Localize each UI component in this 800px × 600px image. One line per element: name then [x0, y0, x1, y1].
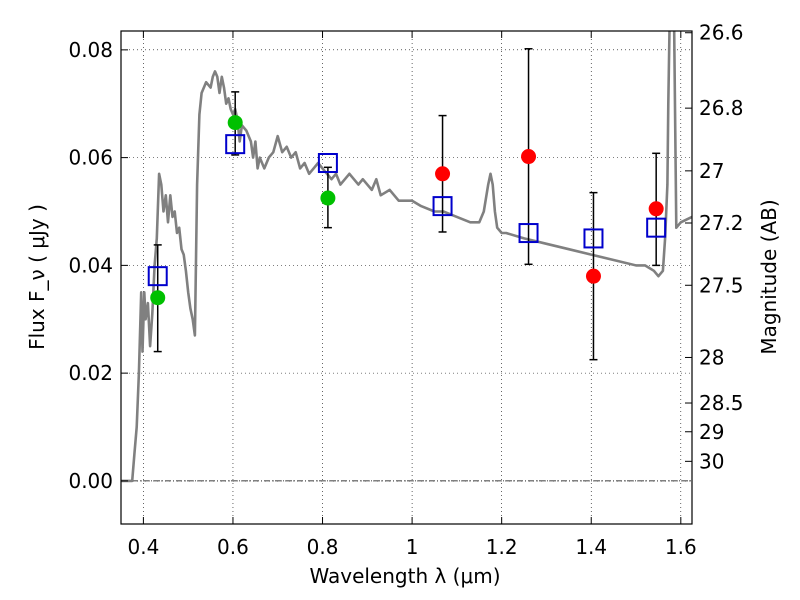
y-tick-label: 0.00: [68, 469, 113, 493]
right-tick-label: 26.6: [699, 21, 744, 45]
model-point: [646, 217, 667, 238]
y-tick-label: 0.06: [68, 146, 113, 170]
right-tick-label: 30: [699, 449, 724, 473]
right-tick-label: 28.5: [699, 391, 744, 415]
undetected-point: [435, 166, 451, 182]
model-point: [583, 228, 604, 249]
model-point: [317, 153, 338, 174]
x-tick-label: 1.4: [575, 535, 607, 559]
template-spectrum-line: [121, 31, 692, 483]
x-tick-label: 1: [406, 535, 419, 559]
right-tick-label: 28: [699, 345, 724, 369]
undetected-point: [648, 201, 664, 217]
x-tick-label: 1.2: [486, 535, 518, 559]
series-model: [147, 134, 667, 287]
series-undetected: [435, 149, 664, 284]
right-tick-label: 27: [699, 159, 724, 183]
right-tick-label: 27.2: [699, 211, 744, 235]
y-tick-label: 0.08: [68, 38, 113, 62]
model-point: [432, 196, 453, 217]
model-point: [147, 266, 168, 287]
x-tick-label: 0.8: [307, 535, 339, 559]
error-bars: [153, 48, 661, 361]
y-axis-label: Flux F_ν ( μJy ): [25, 204, 49, 350]
series-detected: [150, 115, 336, 306]
x-tick-label: 1.6: [665, 535, 697, 559]
grid: [121, 31, 692, 524]
x-tick-label: 0.4: [127, 535, 159, 559]
right-axis-ticks: 26.6 26.8 27 27.2 27.5 28 28.5 29 30: [685, 21, 744, 473]
y-axis-ticks: 0.00 0.02 0.04 0.06 0.08: [68, 38, 128, 493]
y-tick-label: 0.02: [68, 361, 113, 385]
x-axis-ticks: 0.4 0.6 0.8 1 1.2 1.4 1.6: [127, 31, 697, 559]
right-tick-label: 27.5: [699, 273, 744, 297]
undetected-point: [585, 268, 601, 284]
model-point: [518, 223, 539, 244]
template-spectrum: [121, 31, 692, 483]
plot-frame: [120, 30, 693, 525]
y-tick-label: 0.04: [68, 253, 113, 277]
right-tick-label: 29: [699, 420, 724, 444]
data-markers: [147, 115, 667, 306]
x-axis-label: Wavelength λ (μm): [309, 564, 500, 588]
right-tick-label: 26.8: [699, 96, 744, 120]
right-axis-label: Magnitude (AB): [757, 199, 781, 354]
x-tick-label: 0.6: [217, 535, 249, 559]
detected-point: [320, 190, 336, 206]
detected-point: [150, 290, 166, 306]
undetected-point: [521, 149, 537, 165]
model-point: [225, 134, 246, 155]
detected-point: [227, 115, 243, 131]
